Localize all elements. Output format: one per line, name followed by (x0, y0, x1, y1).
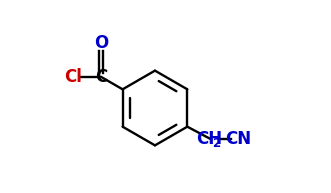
Text: C: C (95, 68, 107, 86)
Text: CN: CN (225, 130, 252, 148)
Text: O: O (94, 34, 108, 52)
Text: Cl: Cl (64, 68, 82, 86)
Text: CH: CH (196, 130, 222, 148)
Text: 2: 2 (212, 137, 220, 150)
